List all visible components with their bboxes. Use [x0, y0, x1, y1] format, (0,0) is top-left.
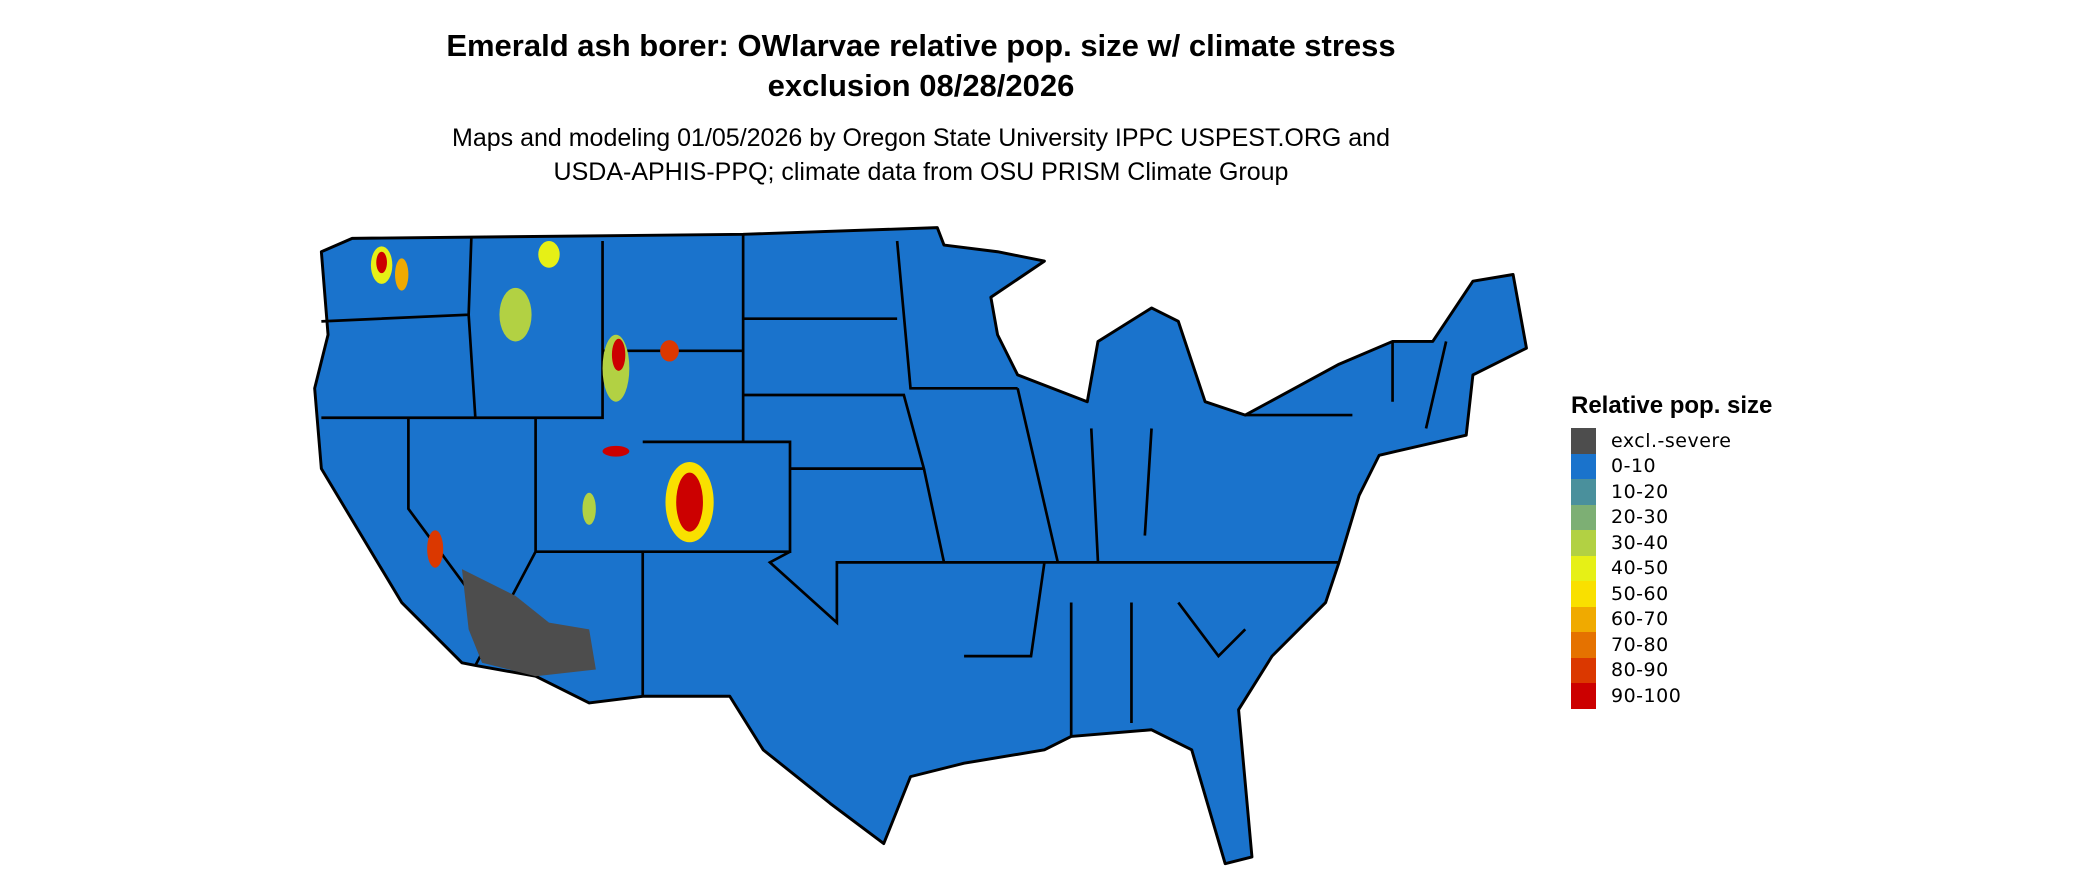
- legend-swatch: [1571, 428, 1596, 454]
- legend-swatch: [1571, 453, 1596, 479]
- legend-item: 40-50: [1571, 555, 1772, 581]
- map-title-line1: Emerald ash borer: OWlarvae relative pop…: [446, 28, 1396, 63]
- legend-swatch: [1571, 555, 1596, 581]
- map-title-line2: exclusion 08/28/2026: [767, 68, 1075, 103]
- legend-label: 70-80: [1611, 633, 1669, 656]
- legend-swatch: [1571, 683, 1596, 709]
- high-suitability-patches: [370, 241, 714, 568]
- legend-label: 20-30: [1611, 506, 1669, 529]
- legend-label: 10-20: [1611, 480, 1669, 503]
- legend-items: excl.-severe 0-10 10-20 20-30 30-40 40-50 50-6…: [1571, 428, 1772, 709]
- legend-item: 0-10: [1571, 453, 1772, 479]
- legend-swatch: [1571, 632, 1596, 658]
- legend-item: 90-100: [1571, 683, 1772, 709]
- legend-swatch: [1571, 606, 1596, 632]
- legend-label: 80-90: [1611, 659, 1669, 682]
- legend-label: excl.-severe: [1611, 429, 1732, 452]
- legend-item: excl.-severe: [1571, 428, 1772, 454]
- map-subtitle-line2: USDA-APHIS-PPQ; climate data from OSU PR…: [553, 158, 1289, 186]
- legend-swatch: [1571, 657, 1596, 683]
- legend-item: 70-80: [1571, 632, 1772, 658]
- legend-label: 90-100: [1611, 684, 1682, 707]
- legend: Relative pop. size excl.-severe 0-10 10-20…: [1571, 392, 1772, 709]
- legend-swatch: [1571, 479, 1596, 505]
- legend-item: 20-30: [1571, 504, 1772, 530]
- legend-label: 60-70: [1611, 608, 1669, 631]
- legend-swatch: [1571, 504, 1596, 530]
- legend-label: 50-60: [1611, 582, 1669, 605]
- legend-swatch: [1571, 581, 1596, 607]
- legend-item: 50-60: [1571, 581, 1772, 607]
- map-subtitle-line1: Maps and modeling 01/05/2026 by Oregon S…: [452, 124, 1390, 152]
- legend-title: Relative pop. size: [1571, 392, 1773, 419]
- legend-swatch: [1571, 530, 1596, 556]
- excluded-severe-area: [461, 569, 596, 677]
- legend-label: 40-50: [1611, 557, 1669, 580]
- legend-label: 30-40: [1611, 531, 1669, 554]
- legend-item: 30-40: [1571, 530, 1772, 556]
- legend-item: 80-90: [1571, 657, 1772, 683]
- legend-item: 10-20: [1571, 479, 1772, 505]
- legend-item: 60-70: [1571, 606, 1772, 632]
- state-boundaries: [321, 234, 1448, 737]
- legend-label: 0-10: [1611, 455, 1657, 478]
- us-outline: [313, 226, 1528, 866]
